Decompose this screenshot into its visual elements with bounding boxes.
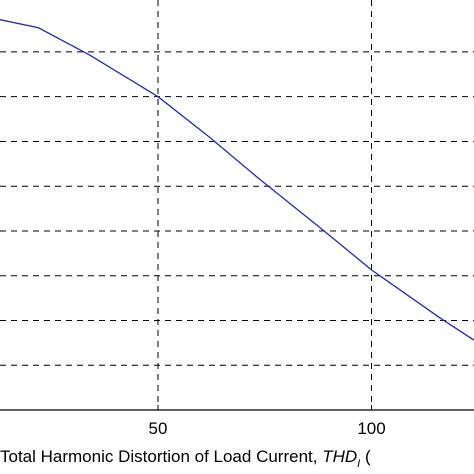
data-line xyxy=(0,19,474,341)
x-axis-label: Total Harmonic Distortion of Load Curren… xyxy=(0,447,371,470)
x-tick-label: 100 xyxy=(357,419,385,438)
x-label-symbol: THD xyxy=(322,447,357,466)
x-label-text: Total Harmonic Distortion of Load Curren… xyxy=(0,447,322,466)
x-tick-label: 50 xyxy=(149,419,168,438)
x-label-text-end: ( xyxy=(360,447,371,466)
x-label-subscript: I xyxy=(357,458,360,470)
